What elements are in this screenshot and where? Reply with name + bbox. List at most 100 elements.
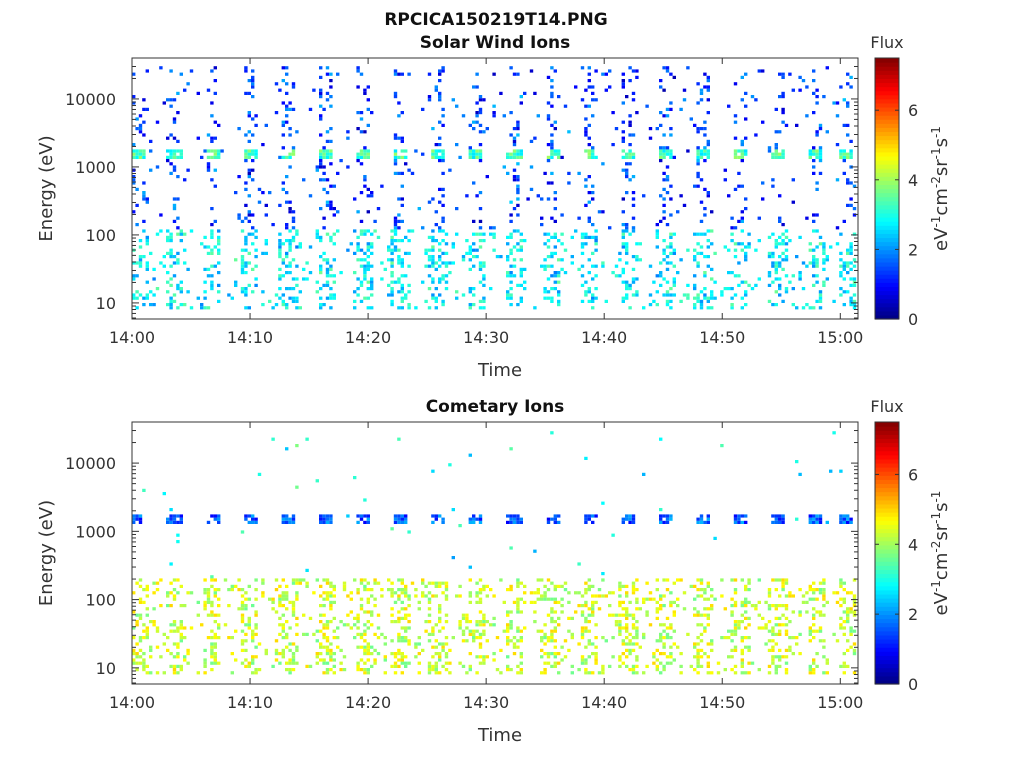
heatmap-cell <box>696 171 700 175</box>
heatmap-cell <box>305 261 309 265</box>
heatmap-cell <box>213 661 217 665</box>
heatmap-cell <box>421 107 425 111</box>
heatmap-cell <box>434 143 438 147</box>
heatmap-cell <box>312 88 316 92</box>
heatmap-cell <box>434 645 438 649</box>
heatmap-cell <box>519 283 523 287</box>
heatmap-cell <box>244 597 248 601</box>
heatmap-cell <box>404 520 408 524</box>
heatmap-cell <box>699 88 704 92</box>
heatmap-cell <box>387 283 391 287</box>
colorbar-tick-label: 2 <box>908 240 918 259</box>
heatmap-cell <box>710 296 714 300</box>
heatmap-cell <box>478 267 483 271</box>
heatmap-cell <box>706 139 710 143</box>
heatmap-cell <box>523 267 527 271</box>
heatmap-cell <box>546 239 551 243</box>
heatmap-cell <box>278 623 282 627</box>
heatmap-cell <box>703 152 707 156</box>
heatmap-cell <box>400 626 404 630</box>
heatmap-cell <box>591 264 595 268</box>
heatmap-cell <box>251 168 255 172</box>
heatmap-cell <box>240 594 245 598</box>
heatmap-cell <box>254 229 258 233</box>
heatmap-cell <box>393 72 398 76</box>
heatmap-cell <box>431 261 435 265</box>
heatmap-cell <box>302 632 306 636</box>
heatmap-cell <box>509 639 513 643</box>
heatmap-cell <box>648 264 653 268</box>
heatmap-cell <box>771 178 775 182</box>
heatmap-cell <box>516 514 520 518</box>
heatmap-cell <box>604 299 608 303</box>
heatmap-cell <box>509 447 513 451</box>
heatmap-cell <box>727 287 731 291</box>
heatmap-cell <box>812 306 816 310</box>
heatmap-cell <box>553 597 557 601</box>
x-axis-label: Time <box>477 725 522 746</box>
heatmap-cell <box>591 610 595 614</box>
colorbar-segment <box>875 671 899 677</box>
heatmap-cell <box>363 178 367 182</box>
heatmap-cell <box>550 95 554 99</box>
heatmap-cell <box>570 616 574 620</box>
y-tick-label: 10000 <box>65 454 116 473</box>
heatmap-cell <box>370 623 374 627</box>
heatmap-cell <box>815 274 819 278</box>
heatmap-cell <box>441 194 445 198</box>
heatmap-cell <box>183 626 187 630</box>
heatmap-cell <box>179 639 183 643</box>
heatmap-cell <box>553 629 557 633</box>
heatmap-cell <box>618 604 622 608</box>
heatmap-cell <box>703 207 707 211</box>
heatmap-cell <box>424 264 428 268</box>
heatmap-cell <box>472 264 476 268</box>
heatmap-cell <box>730 668 734 672</box>
heatmap-cell <box>733 591 738 595</box>
heatmap-cell <box>169 235 173 239</box>
heatmap-cell <box>852 629 857 633</box>
heatmap-cell <box>213 91 217 95</box>
heatmap-cell <box>557 155 561 159</box>
heatmap-cell <box>631 623 636 627</box>
heatmap-cell <box>778 235 782 239</box>
heatmap-cell <box>135 642 139 646</box>
heatmap-cell <box>740 578 744 582</box>
heatmap-cell <box>145 264 149 268</box>
heatmap-cell <box>506 668 510 672</box>
heatmap-cell <box>563 639 568 643</box>
heatmap-cell <box>519 636 523 640</box>
heatmap-cell <box>468 620 472 624</box>
heatmap-cell <box>434 210 438 214</box>
heatmap-cell <box>247 175 251 179</box>
heatmap-cell <box>516 520 520 524</box>
heatmap-cell <box>322 283 326 287</box>
heatmap-cell <box>325 267 330 271</box>
heatmap-cell <box>516 584 520 588</box>
heatmap-cell <box>478 191 483 195</box>
heatmap-cell <box>625 514 629 518</box>
heatmap-cell <box>240 229 245 233</box>
heatmap-cell <box>706 191 710 195</box>
heatmap-cell <box>676 210 680 214</box>
x-tick-label: 14:00 <box>109 693 155 712</box>
heatmap-cell <box>740 514 744 518</box>
heatmap-cell <box>142 668 146 672</box>
heatmap-cell <box>662 277 666 281</box>
heatmap-cell <box>747 600 751 604</box>
heatmap-cell <box>264 242 268 246</box>
heatmap-cell <box>366 261 370 265</box>
heatmap-cell <box>346 165 350 169</box>
heatmap-cell <box>478 632 483 636</box>
heatmap-cell <box>278 287 282 291</box>
heatmap-cell <box>135 187 139 191</box>
heatmap-cell <box>795 255 799 259</box>
heatmap-cell <box>839 581 843 585</box>
heatmap-cell <box>393 159 398 163</box>
colorbar-segment <box>875 475 899 480</box>
heatmap-cell <box>546 264 551 268</box>
heatmap-cell <box>737 520 741 524</box>
heatmap-cell <box>560 232 564 236</box>
heatmap-cell <box>359 581 364 585</box>
heatmap-cell <box>142 152 146 156</box>
